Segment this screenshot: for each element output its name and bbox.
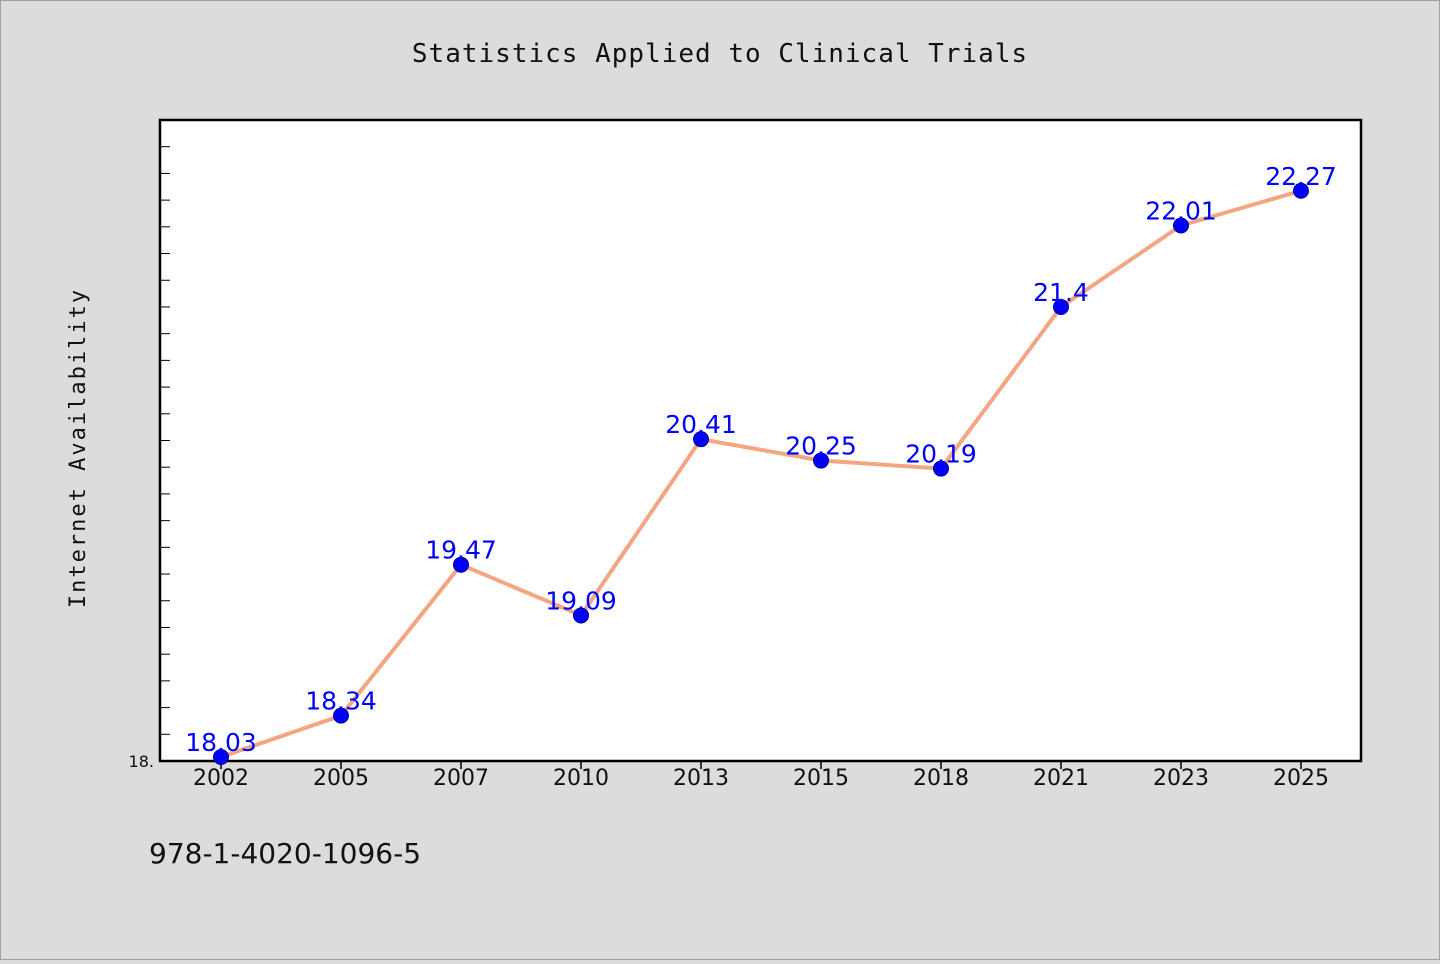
- data-point: [573, 607, 589, 624]
- x-tick-label: 2007: [433, 766, 489, 791]
- data-point: [213, 748, 229, 765]
- data-label: 20.25: [785, 432, 857, 461]
- x-tick-label: 2002: [193, 766, 249, 791]
- data-label: 21.4: [1033, 278, 1089, 307]
- data-label: 19.47: [425, 536, 497, 565]
- y-axis-label: Internet Availability: [66, 288, 91, 608]
- y-minor-ticks: [160, 146, 170, 735]
- data-point: [1173, 217, 1189, 234]
- data-point: [1293, 182, 1309, 199]
- data-label: 18.34: [305, 687, 377, 716]
- data-label: 20.41: [665, 410, 737, 439]
- x-tick-label: 2021: [1033, 766, 1089, 791]
- data-point: [333, 707, 349, 724]
- data-label: 20.19: [905, 440, 977, 469]
- data-label: 19.09: [545, 586, 617, 615]
- data-point: [693, 431, 709, 448]
- data-label: 18.03: [185, 728, 257, 757]
- y-tick-label: 18.: [129, 752, 154, 771]
- data-label: 22.27: [1265, 162, 1337, 191]
- x-tick-label: 2023: [1153, 766, 1209, 791]
- data-point: [1053, 298, 1069, 315]
- x-tick-label: 2005: [313, 766, 369, 791]
- data-label: 22.01: [1145, 196, 1217, 225]
- x-tick-label: 2010: [553, 766, 609, 791]
- x-axis: 2002 2005 2007 2010 2013 2015 2018 2021 2023 2025: [193, 761, 1329, 791]
- x-tick-label: 2015: [793, 766, 849, 791]
- data-point: [933, 460, 949, 477]
- series-group: 18.03 18.34 19.47 19.09 20.41 20.25 20.19 21.4 2…: [185, 162, 1337, 765]
- chart-title: Statistics Applied to Clinical Trials: [412, 39, 1028, 69]
- plot-area: [158, 118, 1363, 763]
- series-line: [220, 188, 1302, 759]
- x-tick-label: 2013: [673, 766, 729, 791]
- data-point: [453, 556, 469, 573]
- x-tick-label: 2025: [1273, 766, 1329, 791]
- x-tick-label: 2018: [913, 766, 969, 791]
- data-point: [813, 452, 829, 469]
- footer-isbn: 978-1-4020-1096-5: [149, 837, 421, 870]
